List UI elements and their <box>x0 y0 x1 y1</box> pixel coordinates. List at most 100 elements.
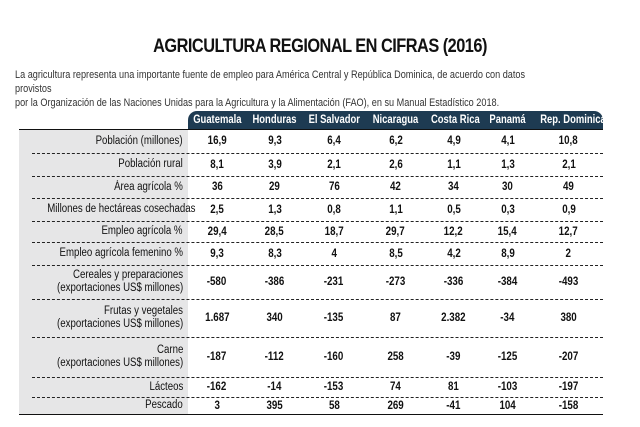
cell-value: -160 <box>324 351 344 363</box>
page-title: AGRICULTURA REGIONAL EN CIFRAS (2016) <box>153 36 487 57</box>
cell-value: 0,9 <box>561 203 576 216</box>
row-divider <box>32 221 603 222</box>
row-label-line: Carne <box>156 344 183 356</box>
cell-value: -158 <box>558 399 579 412</box>
table-row: Empleo agrícola % 29,4 28,5 18,7 29,7 12,2 15,… <box>19 221 603 242</box>
row-label-line: (exportaciones US$ millones) <box>56 318 183 330</box>
table-cell: 9,3 <box>246 135 303 147</box>
cell-value: 2,6 <box>388 158 403 171</box>
cell-value: -153 <box>324 381 344 393</box>
row-label: Población rural <box>19 158 188 171</box>
row-divider <box>32 153 603 154</box>
table-cell: 12,7 <box>534 226 603 238</box>
table-cell: -187 <box>188 351 246 363</box>
cell-value: -41 <box>446 399 461 412</box>
table-cell: 29,4 <box>188 226 246 238</box>
table-row: Población (millones) 16,9 9,3 6,4 6,2 4,9 4,1 1… <box>19 129 603 153</box>
row-label: Millones de hectáreas cosechadas <box>19 203 195 216</box>
cell-value: 30 <box>502 181 513 193</box>
table-cell: -14 <box>246 381 303 393</box>
cell-value: 1.687 <box>204 312 230 324</box>
table-cell: 1,1 <box>365 204 426 216</box>
table-cell: 8,1 <box>188 159 246 171</box>
cell-value: 76 <box>328 181 340 193</box>
cell-value: 49 <box>563 181 574 193</box>
table-cell: 8,9 <box>481 248 534 260</box>
table-cell: 2 <box>534 248 603 260</box>
table-header: Guatemala Honduras El Salvador Nicaragua Cos… <box>188 111 617 129</box>
table-cell: 76 <box>303 181 365 193</box>
cell-value: -125 <box>497 351 518 363</box>
table-cell: 6,2 <box>365 135 426 147</box>
column-header: Guatemala <box>193 114 242 126</box>
cell-value: 42 <box>390 181 401 193</box>
row-label: Empleo agrícola % <box>19 225 188 238</box>
table-cell: 8,3 <box>246 248 303 260</box>
table-row: Frutas y vegetales (exportaciones US$ mil… <box>19 299 603 337</box>
cell-value: -580 <box>207 276 227 288</box>
table-bottom-rule <box>19 414 603 415</box>
table-cell: 395 <box>246 400 303 412</box>
cell-value: 104 <box>499 399 516 412</box>
table-cell: 2,1 <box>303 159 365 171</box>
cell-value: 29,7 <box>385 225 406 238</box>
cell-value: 1,1 <box>446 158 461 171</box>
cell-value: -493 <box>558 276 579 288</box>
cell-value: 8,1 <box>210 158 224 171</box>
table-cell: 0,3 <box>481 204 534 216</box>
cell-value: -112 <box>264 351 285 363</box>
table-cell: -384 <box>481 276 534 288</box>
cell-value: 18,7 <box>324 225 344 238</box>
cell-value: 4,1 <box>500 135 515 147</box>
cell-value: 1,3 <box>267 203 282 216</box>
row-label-line: Frutas y vegetales <box>104 305 183 317</box>
cell-value: 3,9 <box>267 158 282 171</box>
table-cell: 0,9 <box>534 204 603 216</box>
table-cell: -34 <box>481 312 534 324</box>
row-label: Lácteos <box>19 381 188 394</box>
table-cell: -103 <box>481 381 534 393</box>
table-cell: -135 <box>303 312 365 324</box>
table-cell: 15,4 <box>481 226 534 238</box>
cell-value: 12,7 <box>558 225 579 238</box>
row-divider <box>32 176 603 177</box>
table-cell: 2.382 <box>426 312 481 324</box>
table-row: Lácteos -162 -14 -153 74 81 -103 -197 <box>19 377 603 397</box>
cell-value: 269 <box>387 399 404 412</box>
column-header: Nicaragua <box>372 114 419 126</box>
table-cell: 4,1 <box>481 135 534 147</box>
cell-value: 258 <box>387 351 404 363</box>
table-cell: 8,5 <box>365 248 426 260</box>
table-cell: 2,5 <box>188 204 246 216</box>
cell-value: 34 <box>448 181 459 193</box>
table-cell: 104 <box>481 400 534 412</box>
cell-value: 2,1 <box>561 158 576 171</box>
cell-value: -103 <box>497 381 518 393</box>
table-cell: 258 <box>365 351 426 363</box>
cell-value: 29,4 <box>207 225 227 238</box>
row-divider <box>32 337 603 338</box>
table-cell: 28,5 <box>246 226 303 238</box>
cell-value: 3 <box>214 399 220 412</box>
table-cell: 74 <box>365 381 426 393</box>
table-cell: 12,2 <box>426 226 481 238</box>
table-cell: -207 <box>534 351 603 363</box>
row-divider <box>32 265 603 266</box>
cell-value: -14 <box>267 381 282 393</box>
table-cell: 3,9 <box>246 159 303 171</box>
intro-line: por la Organización de las Naciones Unid… <box>15 97 500 109</box>
table-cell: 30 <box>481 181 534 193</box>
cell-value: 0,3 <box>500 203 515 216</box>
table-cell: -112 <box>246 351 303 363</box>
cell-value: -162 <box>207 381 227 393</box>
table-cell: 2,6 <box>365 159 426 171</box>
column-header: Costa Rica <box>430 114 480 126</box>
table-cell: 87 <box>365 312 426 324</box>
table-cell: 81 <box>426 381 481 393</box>
table-row: Empleo agrícola femenino % 9,3 8,3 4 8,5 4,2 8… <box>19 242 603 265</box>
table-cell: 58 <box>303 400 365 412</box>
cell-value: 81 <box>448 381 459 393</box>
table-row: Área agrícola % 36 29 76 42 34 30 49 <box>19 176 603 198</box>
table-cell: 1.687 <box>188 312 246 324</box>
cell-value: 74 <box>390 381 401 393</box>
